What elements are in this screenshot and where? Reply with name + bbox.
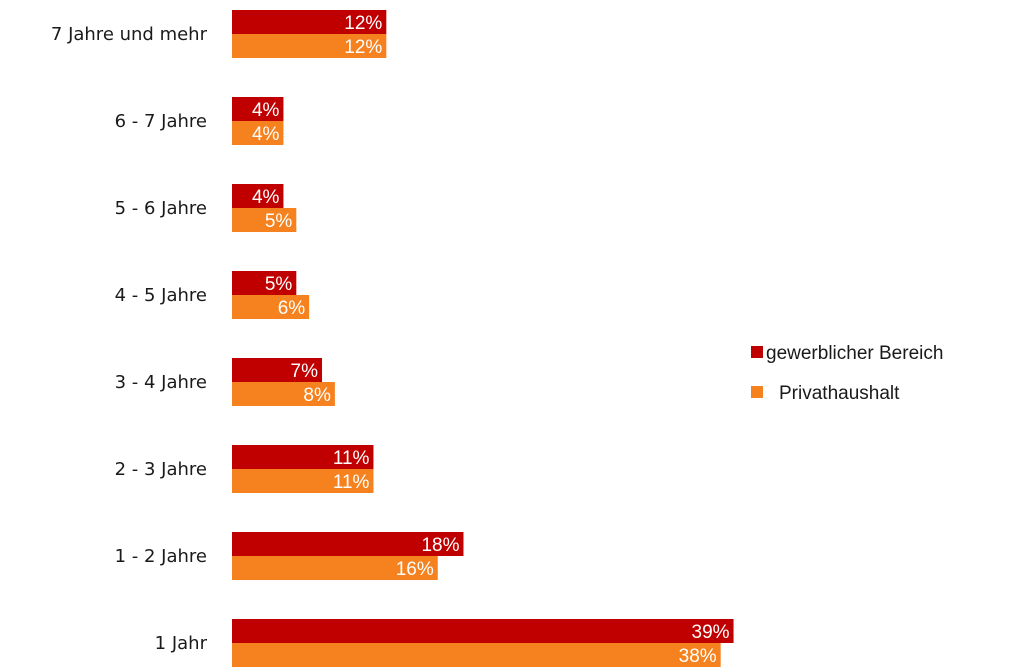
bar-gewerblicher-bereich-4-5-jahre [232, 271, 297, 295]
bar-privathaushalt-6-7-jahre [232, 121, 284, 145]
data-label-gewerblicher-bereich-7-jahre-und-mehr: 12% [344, 13, 382, 34]
bar-gewerblicher-bereich-3-4-jahre [232, 358, 323, 382]
data-labels: 12% 12% 4% 4% 4% 5% 5% 6% 7% 8% 11% 11% 18% 16% 39% 38% [252, 13, 730, 667]
data-label-gewerblicher-bereich-5-6-jahre: 4% [252, 187, 280, 208]
bar-privathaushalt-5-6-jahre [232, 208, 297, 232]
data-label-gewerblicher-bereich-6-7-jahre: 4% [252, 100, 280, 121]
bar-privathaushalt-7-jahre-und-mehr [232, 34, 387, 58]
category-label-5-6-jahre: 5 - 6 Jahre [115, 198, 207, 219]
data-label-gewerblicher-bereich-1-jahr: 39% [692, 622, 730, 643]
legend-label-gewerblicher-bereich: gewerblicher Bereich [766, 343, 943, 364]
data-label-privathaushalt-1-jahr: 38% [679, 646, 717, 667]
data-label-privathaushalt-4-5-jahre: 6% [278, 298, 306, 319]
category-labels: 7 Jahre und mehr 6 - 7 Jahre 5 - 6 Jahre 4 … [51, 24, 208, 654]
data-label-privathaushalt-3-4-jahre: 8% [303, 385, 331, 406]
bar-privathaushalt-4-5-jahre [232, 295, 310, 319]
category-label-1-2-jahre: 1 - 2 Jahre [115, 546, 207, 567]
data-label-gewerblicher-bereich-4-5-jahre: 5% [265, 274, 293, 295]
category-label-3-4-jahre: 3 - 4 Jahre [115, 372, 207, 393]
bar-gewerblicher-bereich-6-7-jahre [232, 97, 284, 121]
data-label-privathaushalt-5-6-jahre: 5% [265, 211, 293, 232]
bar-privathaushalt-2-3-jahre [232, 469, 374, 493]
legend: gewerblicher Bereich Privathaushalt [751, 343, 943, 404]
bar-gewerblicher-bereich-1-jahr [232, 619, 734, 643]
bar-gewerblicher-bereich-1-2-jahre [232, 532, 464, 556]
bar-gewerblicher-bereich-2-3-jahre [232, 445, 374, 469]
data-label-privathaushalt-1-2-jahre: 16% [396, 559, 434, 580]
data-label-privathaushalt-7-jahre-und-mehr: 12% [344, 37, 382, 58]
data-label-gewerblicher-bereich-2-3-jahre: 11% [333, 448, 370, 469]
bar-privathaushalt-1-jahr [232, 643, 721, 667]
category-label-1-jahr: 1 Jahr [155, 633, 208, 654]
bars-group [232, 10, 734, 667]
bar-privathaushalt-1-2-jahre [232, 556, 438, 580]
legend-swatch-gewerblicher-bereich [751, 346, 763, 358]
data-label-privathaushalt-2-3-jahre: 11% [333, 472, 370, 493]
category-label-7-jahre-und-mehr: 7 Jahre und mehr [51, 24, 208, 45]
legend-swatch-privathaushalt [751, 386, 763, 398]
category-label-6-7-jahre: 6 - 7 Jahre [115, 111, 207, 132]
bar-gewerblicher-bereich-5-6-jahre [232, 184, 284, 208]
bar-gewerblicher-bereich-7-jahre-und-mehr [232, 10, 387, 34]
category-label-2-3-jahre: 2 - 3 Jahre [115, 459, 207, 480]
data-label-privathaushalt-6-7-jahre: 4% [252, 124, 280, 145]
data-label-gewerblicher-bereich-1-2-jahre: 18% [421, 535, 459, 556]
bar-privathaushalt-3-4-jahre [232, 382, 335, 406]
category-label-4-5-jahre: 4 - 5 Jahre [115, 285, 207, 306]
legend-label-privathaushalt: Privathaushalt [779, 383, 900, 404]
data-label-gewerblicher-bereich-3-4-jahre: 7% [291, 361, 319, 382]
